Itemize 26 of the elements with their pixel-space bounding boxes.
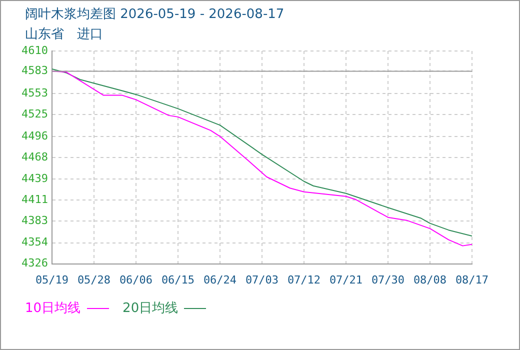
- y-tick-label: 4411: [22, 192, 48, 206]
- y-tick-label: 4439: [22, 172, 48, 185]
- x-tick-label: 08/08: [413, 273, 447, 286]
- chart-subtitle: 山东省 进口: [25, 26, 103, 43]
- legend-label: 20日均线: [122, 300, 178, 317]
- y-tick-label: 4326: [22, 256, 48, 270]
- x-tick-label: 08/17: [455, 273, 489, 286]
- x-tick-label: 07/21: [329, 273, 363, 286]
- x-tick-label: 06/15: [161, 273, 195, 286]
- y-tick-label: 4496: [22, 129, 48, 142]
- x-tick-label: 05/19: [35, 273, 69, 286]
- x-tick-label: 05/28: [77, 273, 111, 286]
- x-tick-label: 06/24: [203, 273, 237, 286]
- x-tick-label: 07/30: [371, 273, 405, 286]
- y-tick-label: 4383: [22, 214, 48, 227]
- legend-label: 10日均线: [25, 300, 81, 317]
- y-tick-label: 4468: [22, 150, 48, 164]
- y-tick-label: 4354: [22, 236, 48, 249]
- x-tick-label: 07/03: [245, 273, 279, 286]
- y-tick-label: 4610: [22, 44, 48, 57]
- y-tick-label: 4525: [22, 108, 48, 121]
- chart-title: 阔叶木浆均差图 2026-05-19 - 2026-08-17: [25, 6, 284, 23]
- x-tick-label: 07/12: [287, 273, 321, 286]
- y-tick-label: 4583: [22, 64, 48, 78]
- x-tick-label: 06/06: [119, 273, 153, 286]
- y-tick-label: 4553: [22, 86, 48, 100]
